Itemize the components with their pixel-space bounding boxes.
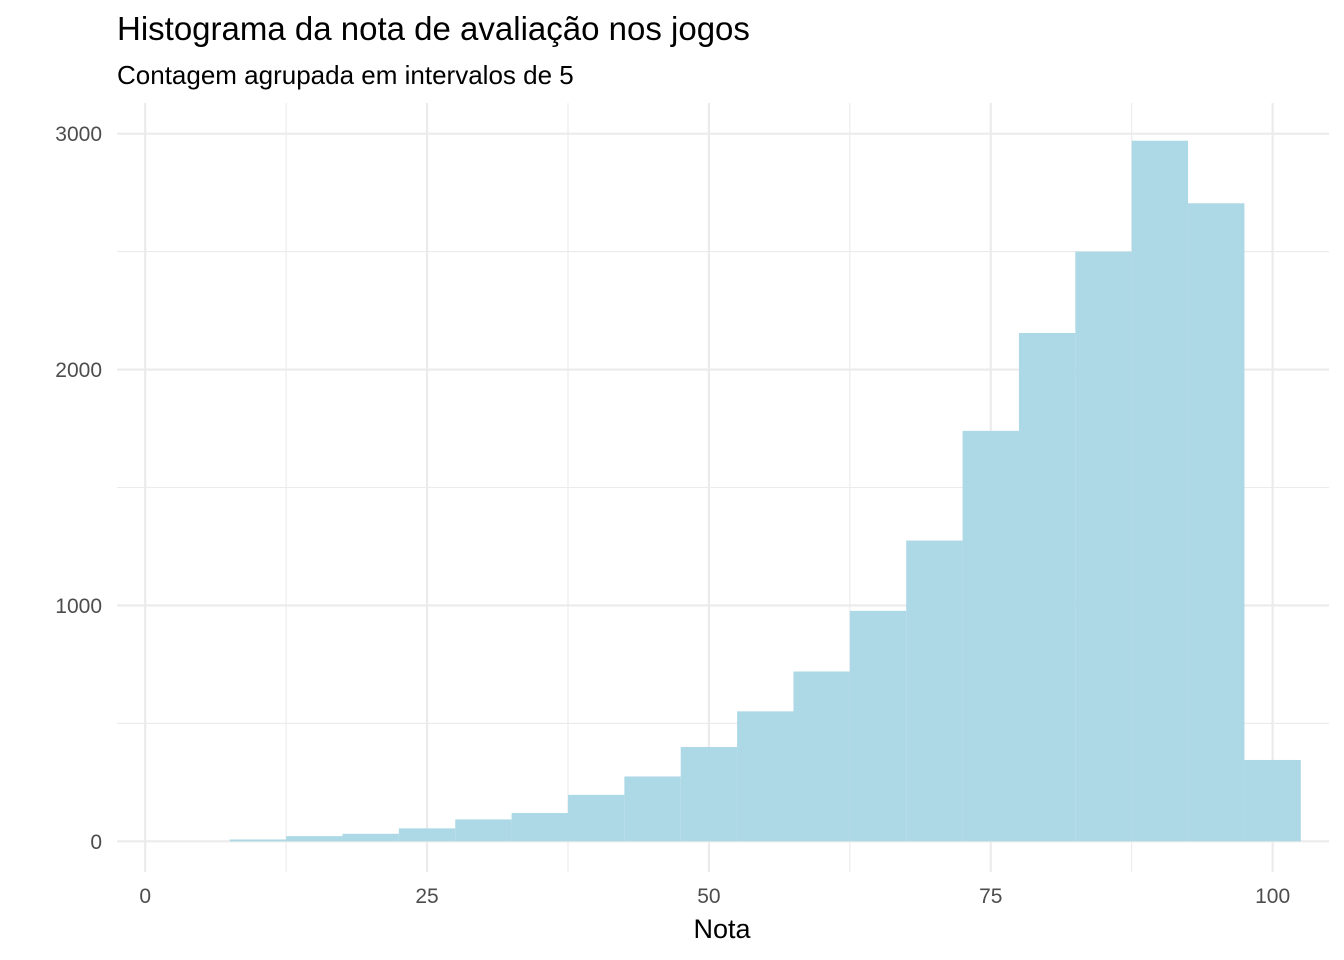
x-axis-title: Nota xyxy=(693,914,751,944)
y-tick-label: 2000 xyxy=(55,359,102,382)
histogram-bar xyxy=(286,836,343,842)
histogram-bar xyxy=(849,610,907,842)
chart-title: Histograma da nota de avaliação nos jogo… xyxy=(117,10,750,47)
y-tick-label: 3000 xyxy=(55,123,102,146)
x-tick-label: 0 xyxy=(139,885,151,908)
x-tick-label: 50 xyxy=(697,885,720,908)
histogram-bar xyxy=(962,430,1019,842)
x-tick-label: 25 xyxy=(415,885,438,908)
histogram-bar xyxy=(455,819,512,842)
histogram-bar xyxy=(793,671,850,842)
histogram-bar xyxy=(624,776,681,842)
histogram-bar xyxy=(1131,140,1189,842)
histogram-bars xyxy=(229,140,1301,842)
histogram-bar xyxy=(229,839,287,842)
histogram-bar xyxy=(342,833,399,842)
histogram-bar xyxy=(737,711,794,842)
histogram-bar xyxy=(906,540,963,842)
histogram-bar xyxy=(1188,203,1245,842)
chart-subtitle: Contagem agrupada em intervalos de 5 xyxy=(117,60,574,90)
histogram-bar xyxy=(1244,759,1301,842)
histogram-bar xyxy=(1075,251,1132,842)
histogram-bar xyxy=(398,828,456,842)
x-tick-label: 75 xyxy=(979,885,1002,908)
y-axis-tick-labels: 0 1000 2000 3000 xyxy=(55,123,102,854)
histogram-bar xyxy=(1018,332,1076,842)
x-axis-tick-labels: 0 25 50 75 100 xyxy=(139,885,1290,908)
y-tick-label: 1000 xyxy=(55,595,102,618)
histogram-bar xyxy=(567,794,625,842)
histogram-bar xyxy=(511,813,568,842)
y-tick-label: 0 xyxy=(90,831,102,854)
x-tick-label: 100 xyxy=(1255,885,1290,908)
histogram-bar xyxy=(680,746,738,842)
